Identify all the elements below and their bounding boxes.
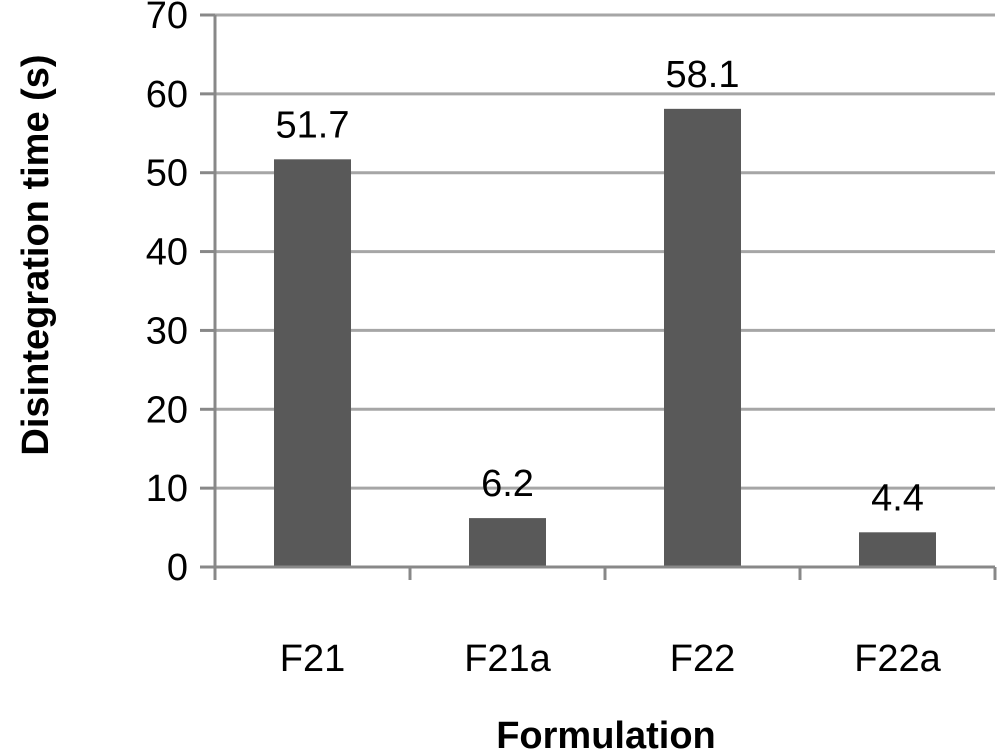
x-tick-label: F21	[280, 638, 345, 680]
bars	[274, 108, 936, 567]
y-tick-label: 40	[146, 232, 188, 274]
bar-f22a	[859, 532, 936, 567]
bar-f21a	[469, 518, 546, 567]
y-tick-label: 10	[146, 468, 188, 510]
y-tick-label: 30	[146, 310, 188, 352]
x-tick-label: F22	[670, 638, 735, 680]
y-tick-label: 60	[146, 74, 188, 116]
data-label: 4.4	[871, 477, 924, 519]
x-tick-label: F22a	[854, 638, 941, 680]
axes	[200, 13, 997, 580]
y-tick-label: 20	[146, 389, 188, 431]
x-tick-label: F21a	[464, 638, 551, 680]
bar-f21	[274, 159, 351, 567]
y-axis-title: Disintegration time (s)	[15, 54, 57, 455]
y-tick-label: 70	[146, 0, 188, 37]
y-tick-label: 50	[146, 153, 188, 195]
data-label: 51.7	[276, 104, 350, 146]
bar-f22	[664, 108, 741, 567]
x-axis-title: Formulation	[496, 715, 716, 752]
labels: 0 10 20 30 40 50 60 70 51.7 F21 6.2 F21a 58.1 F22 4.4 F…	[146, 0, 942, 680]
data-label: 58.1	[666, 54, 740, 96]
data-label: 6.2	[481, 463, 534, 505]
y-tick-label: 0	[167, 547, 188, 589]
